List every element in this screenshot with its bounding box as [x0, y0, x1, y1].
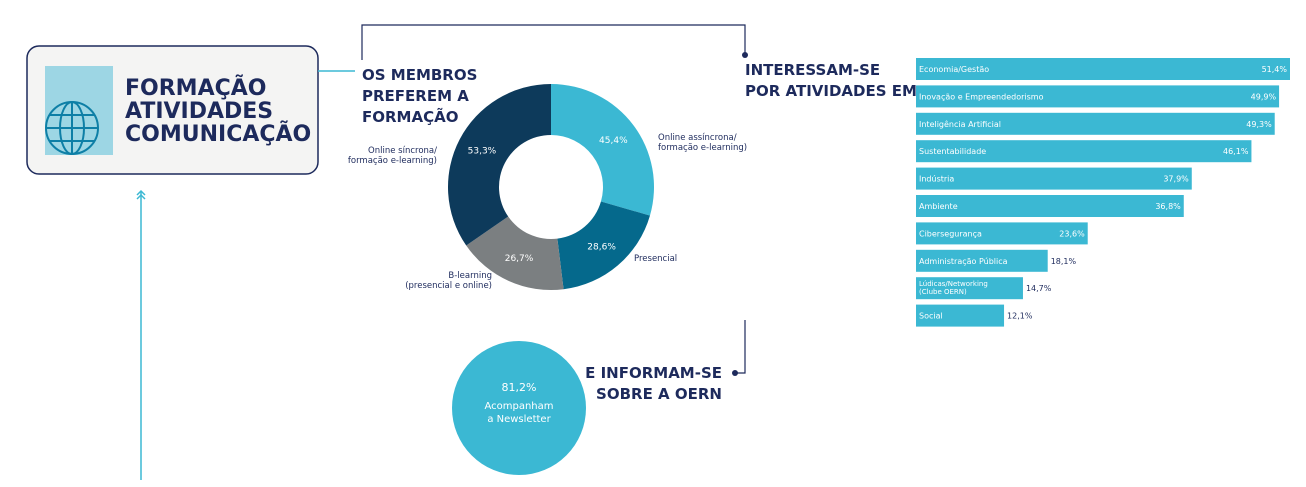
category-label: Ambiente	[919, 202, 958, 211]
bar	[916, 277, 1023, 300]
value-label: 28,6%	[587, 242, 616, 252]
globe-icon	[45, 101, 99, 155]
value-label: 37,9%	[1163, 174, 1189, 183]
category-label: B-learning (presencial e online)	[405, 271, 492, 291]
bar	[916, 58, 1290, 80]
value-label: 36,8%	[1155, 202, 1181, 211]
bar	[916, 249, 1048, 272]
category-label: Online síncrona/formação e-learning)	[348, 146, 437, 166]
category-label: Indústria	[919, 174, 954, 183]
value-label: 12,1%	[1007, 311, 1033, 320]
value-label: 23,6%	[1059, 229, 1085, 238]
connector	[361, 24, 746, 60]
value-label: 45,4%	[599, 136, 628, 146]
category-label: Cibersegurança	[919, 229, 982, 238]
stat-title: E INFORMAM-SE SOBRE A OERN	[585, 364, 722, 403]
connector	[735, 320, 746, 374]
dot	[742, 52, 748, 58]
category-label: Presencial	[634, 254, 677, 264]
stat-circle	[452, 341, 586, 475]
bar	[916, 112, 1275, 135]
value-label: 14,7%	[1026, 284, 1052, 293]
bar	[916, 222, 1088, 245]
value-label: 49,3%	[1246, 119, 1272, 128]
arrow-head	[136, 189, 146, 196]
category-label: Lúdicas/Networking (Clube OERN)	[919, 280, 988, 296]
category-label: Online assíncrona/formação e-learning)	[658, 133, 747, 153]
bar	[916, 140, 1252, 163]
box-title: ATIVIDADES	[125, 99, 273, 124]
category-label: Inteligência Artificial	[919, 118, 1001, 128]
donut-slice	[448, 84, 551, 246]
value-label: 49,9%	[1251, 92, 1277, 101]
value-label: 18,1%	[1051, 256, 1077, 265]
donut-title: OS MEMBROS PREFEREM A FORMAÇÃO	[362, 66, 477, 126]
value-label: 53,3%	[468, 146, 497, 156]
arrow-head	[136, 193, 146, 200]
bar	[916, 195, 1184, 217]
category-label: Social	[919, 311, 943, 320]
value-label: 26,7%	[505, 254, 534, 264]
bar	[916, 85, 1280, 108]
value-label: 51,4%	[1262, 65, 1288, 74]
dot	[732, 370, 738, 376]
box-title: COMUNICAÇÃO	[125, 121, 311, 147]
value-label: 46,1%	[1223, 147, 1249, 156]
category-label: Sustentabilidade	[919, 147, 986, 156]
category-label: Inovação e Empreendedorismo	[919, 92, 1044, 101]
stat-label: Acompanham a Newsletter	[484, 401, 553, 425]
stat-value: 81,2%	[502, 381, 537, 394]
donut-slice	[557, 201, 650, 290]
bar-title: INTERESSAM-SE POR ATIVIDADES EM:	[745, 61, 923, 100]
category-label: Administração Pública	[919, 256, 1008, 265]
donut-slice	[466, 216, 564, 290]
box-title: FORMAÇÃO	[125, 75, 266, 101]
bar	[916, 304, 1005, 327]
category-label: Economia/Gestão	[919, 65, 989, 74]
donut-slice	[551, 84, 654, 216]
bar	[916, 167, 1192, 190]
